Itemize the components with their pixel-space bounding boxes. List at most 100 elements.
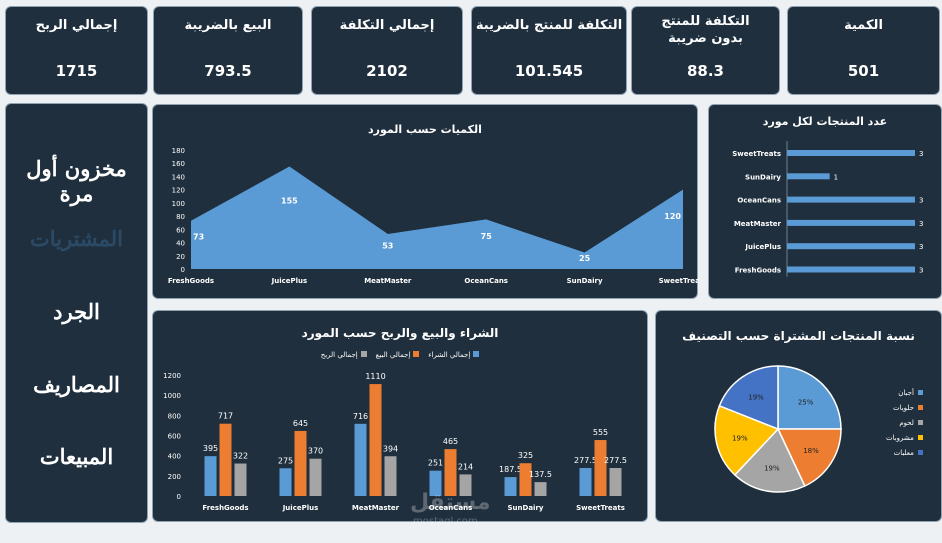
- x-tick-label: JuicePlus: [282, 504, 319, 512]
- bar: [384, 456, 397, 496]
- legend-label: مشروبات: [886, 434, 914, 442]
- x-tick-label: FreshGoods: [202, 504, 248, 512]
- legend-item: حلويات: [886, 404, 923, 412]
- bar: [787, 243, 915, 250]
- pie-slice: [777, 365, 842, 430]
- kpi-card-unit-cost-without-tax: التكلفة للمنتج بدون ضريبة 88.3: [631, 6, 780, 95]
- bar: [429, 470, 442, 496]
- data-label: 717: [218, 412, 233, 421]
- y-tick-label: SunDairy: [745, 173, 781, 181]
- kpi-title: إجمالي التكلفة: [339, 18, 435, 33]
- watermark-url: mostaql.com: [413, 516, 478, 527]
- bar: [204, 456, 217, 496]
- pie-slice: [776, 428, 842, 488]
- legend-item: إجمالي الربح: [321, 351, 367, 359]
- data-label: 322: [233, 452, 248, 461]
- kpi-card-total-profit: إجمالي الربح 1715: [5, 6, 148, 95]
- data-label: 277.5: [574, 456, 597, 465]
- chart-legend: إجمالي الشراء إجمالي البيع إجمالي الربح: [153, 351, 647, 359]
- data-label: 395: [203, 444, 218, 453]
- bar: [519, 463, 532, 496]
- nav-item-inventory[interactable]: الجرد: [53, 299, 100, 324]
- kpi-card-total-cost: إجمالي التكلفة 2102: [311, 6, 463, 95]
- bar: [787, 173, 830, 180]
- kpi-title: إجمالي الربح: [35, 18, 118, 33]
- y-tick-label: 140: [172, 173, 185, 181]
- bar: [579, 468, 592, 496]
- legend-swatch: [917, 450, 923, 455]
- chart-title: الشراء والبيع والربح حسب المورد: [301, 326, 499, 340]
- data-label: 19%: [732, 435, 748, 443]
- data-label: 394: [383, 444, 398, 453]
- y-tick-label: 160: [172, 160, 185, 168]
- y-tick-label: 180: [172, 147, 185, 155]
- data-label: 214: [458, 462, 473, 471]
- x-tick-label: MeatMaster: [364, 277, 412, 285]
- y-tick-label: 400: [168, 453, 181, 461]
- data-label: 3: [919, 150, 923, 158]
- bar: [459, 474, 472, 496]
- kpi-value: 2102: [366, 62, 408, 80]
- y-tick-label: 20: [176, 253, 185, 261]
- bar: [534, 482, 547, 496]
- bar: [294, 430, 307, 496]
- data-label: 645: [293, 419, 308, 428]
- kpi-card-quantity: الكمية 501: [787, 6, 940, 95]
- data-label: 251: [428, 459, 443, 468]
- y-tick-label: 0: [181, 266, 185, 274]
- x-tick-label: MeatMaster: [352, 504, 400, 512]
- category-share-pie-chart: نسبة المنتجات المشتراة حسب التصنيف 25% 18…: [655, 310, 942, 522]
- bar: [787, 219, 915, 226]
- legend-swatch: [917, 405, 923, 410]
- x-tick-label: OceanCans: [429, 504, 473, 512]
- legend-label: معلبات: [893, 449, 914, 457]
- data-label: 155: [281, 196, 298, 205]
- data-label: 137.5: [529, 470, 552, 479]
- legend-item: لحوم: [886, 419, 923, 427]
- data-label: 277.5: [604, 456, 627, 465]
- x-tick-label: SunDairy: [567, 277, 603, 285]
- pie-legend: أجبان حلويات لحوم مشروبات معلبات: [886, 389, 923, 464]
- legend-item: مشروبات: [886, 434, 923, 442]
- nav-item-expenses[interactable]: المصاريف: [33, 372, 120, 397]
- navigation-panel: مخزون أول مرة المشتريات الجرد المصاريف ا…: [5, 103, 148, 523]
- area-series: [191, 166, 683, 269]
- data-label: 3: [919, 220, 923, 228]
- kpi-title: التكلفة للمنتج بالضريبة: [475, 18, 623, 33]
- hbar-chart-plot: SweetTreats 3 SunDairy 1 OceanCans 3 MeatMaste…: [732, 141, 923, 277]
- data-label: 325: [518, 451, 533, 460]
- data-label: 3: [919, 243, 923, 251]
- kpi-value: 793.5: [204, 62, 252, 80]
- kpi-title: البيع بالضريبة: [184, 18, 272, 33]
- data-label: 187.5: [499, 465, 522, 474]
- nav-item-initial-stock[interactable]: مخزون أول مرة: [26, 156, 127, 206]
- data-label: 3: [919, 197, 923, 205]
- bar: [444, 449, 457, 496]
- kpi-card-unit-cost-with-tax: التكلفة للمنتج بالضريبة 101.545: [471, 6, 627, 95]
- kpi-title: الكمية: [844, 18, 883, 33]
- data-label: 3: [919, 267, 923, 275]
- y-tick-label: SweetTreats: [732, 150, 781, 158]
- data-label: 19%: [764, 465, 780, 473]
- y-tick-label: JuicePlus: [744, 243, 781, 251]
- y-tick-label: 40: [176, 240, 185, 248]
- chart-title: نسبة المنتجات المشتراة حسب التصنيف: [682, 329, 915, 343]
- bar: [234, 463, 247, 496]
- bar: [369, 384, 382, 496]
- y-tick-label: 100: [172, 200, 185, 208]
- data-label: 555: [593, 428, 608, 437]
- data-label: 75: [481, 232, 493, 241]
- pie-slice: [718, 365, 779, 431]
- pie-chart-plot: 25% 18% 19% 19% 19%: [714, 365, 842, 493]
- y-tick-label: 200: [168, 473, 181, 481]
- y-tick-label: 120: [172, 187, 185, 195]
- quantities-by-supplier-chart: الكميات حسب المورد 0 20 40 60 80 100 120 140 160…: [152, 104, 699, 299]
- bar: [787, 266, 915, 273]
- kpi-value: 501: [847, 62, 880, 80]
- bar: [219, 423, 232, 496]
- nav-item-sales[interactable]: المبيعات: [39, 444, 114, 469]
- legend-label: حلويات: [892, 404, 914, 412]
- x-tick-label: SweetTreats: [576, 504, 625, 512]
- y-tick-label: 60: [176, 226, 185, 234]
- nav-item-purchases[interactable]: المشتريات: [29, 226, 124, 251]
